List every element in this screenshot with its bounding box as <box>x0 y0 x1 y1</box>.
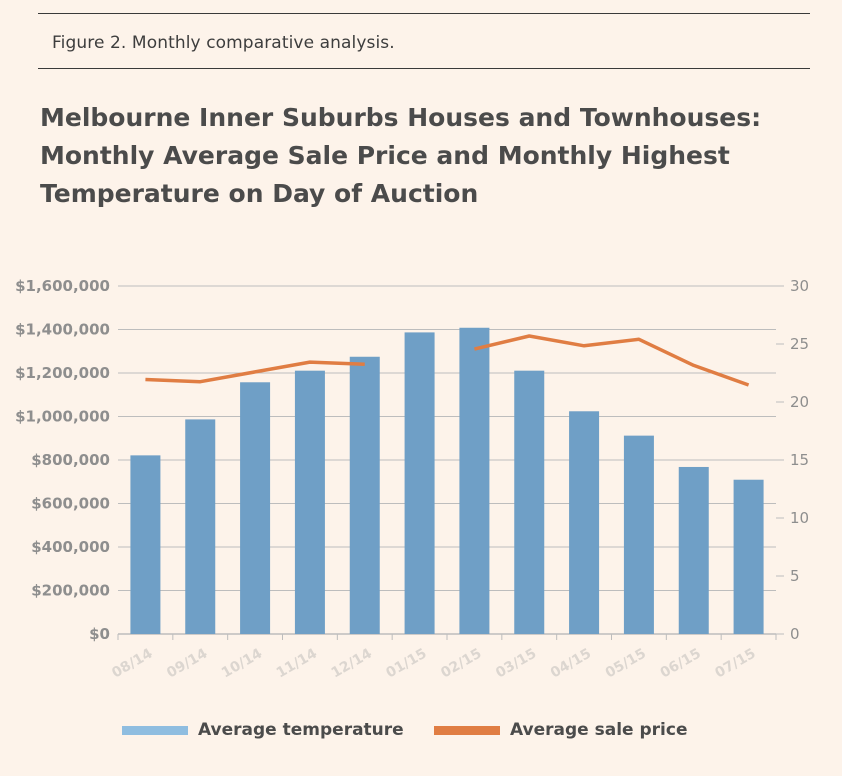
y-right-tick-label: 15 <box>790 451 809 469</box>
y-left-tick-label: $400,000 <box>31 538 110 556</box>
y-left-tick-label: $800,000 <box>31 451 110 469</box>
legend-label-sale-price: Average sale price <box>510 720 688 740</box>
legend-sale-price: Average sale price <box>434 720 688 740</box>
caption-rule <box>38 68 810 69</box>
x-tick-label: 08/14 <box>109 645 155 681</box>
x-tick-label: 03/15 <box>493 646 539 682</box>
bar-08-14 <box>130 455 161 634</box>
x-tick-label: 09/14 <box>164 645 210 681</box>
x-tick-label: 04/15 <box>548 646 594 682</box>
figure-caption: Figure 2. Monthly comparative analysis. <box>52 33 395 53</box>
chart-title: Melbourne Inner Suburbs Houses and Townh… <box>40 99 800 213</box>
legend-swatch-sale-price <box>434 725 500 735</box>
bar-12-14 <box>349 356 380 634</box>
x-tick-label: 01/15 <box>383 646 429 682</box>
bar-05-15 <box>623 435 654 634</box>
sale-price-line-segment <box>145 360 365 384</box>
y-left-tick-label: $600,000 <box>31 495 110 513</box>
y-right-tick-label: 20 <box>790 393 809 411</box>
bar-07-15 <box>733 479 764 634</box>
y-left-tick-label: $1,200,000 <box>15 364 110 382</box>
legend-label-temperature: Average temperature <box>198 720 404 740</box>
x-tick-label: 11/14 <box>274 645 320 681</box>
y-right-tick-label: 30 <box>790 277 809 295</box>
y-right-tick-label: 5 <box>790 567 800 585</box>
bar-03-15 <box>514 370 545 634</box>
bar-04-15 <box>569 411 600 634</box>
bar-02-15 <box>459 327 490 634</box>
chart-title-line-1: Melbourne Inner Suburbs Houses and Townh… <box>40 103 762 132</box>
bar-10-14 <box>240 382 271 634</box>
sale-price-line-segment <box>474 334 750 387</box>
x-tick-label: 12/14 <box>329 645 375 681</box>
bar-06-15 <box>678 466 709 634</box>
y-left-tick-label: $1,400,000 <box>15 321 110 339</box>
y-left-tick-label: $200,000 <box>31 582 110 600</box>
bar-09-14 <box>185 419 216 634</box>
bar-11-14 <box>294 370 325 634</box>
x-tick-label: 06/15 <box>658 646 704 682</box>
bar-01-15 <box>404 332 435 634</box>
y-left-tick-label: $0 <box>89 625 110 643</box>
y-left-tick-label: $1,600,000 <box>15 277 110 295</box>
top-rule <box>38 13 810 14</box>
legend-swatch-temperature <box>122 725 188 735</box>
x-tick-label: 05/15 <box>603 646 649 682</box>
y-left-tick-label: $1,000,000 <box>15 408 110 426</box>
y-right-tick-label: 0 <box>790 625 800 643</box>
chart-title-line-3: Temperature on Day of Auction <box>40 179 479 208</box>
y-right-tick-label: 25 <box>790 335 809 353</box>
x-tick-label: 10/14 <box>219 645 265 681</box>
chart-plot: $0 $200,000 $400,000 $600,000 $800,000 $1,000… <box>15 277 809 682</box>
x-tick-label: 02/15 <box>438 646 484 682</box>
y-right-tick-label: 10 <box>790 509 809 527</box>
chart-title-line-2: Monthly Average Sale Price and Monthly H… <box>40 141 730 170</box>
legend-temperature: Average temperature <box>122 720 404 740</box>
x-tick-label: 07/15 <box>712 646 758 682</box>
